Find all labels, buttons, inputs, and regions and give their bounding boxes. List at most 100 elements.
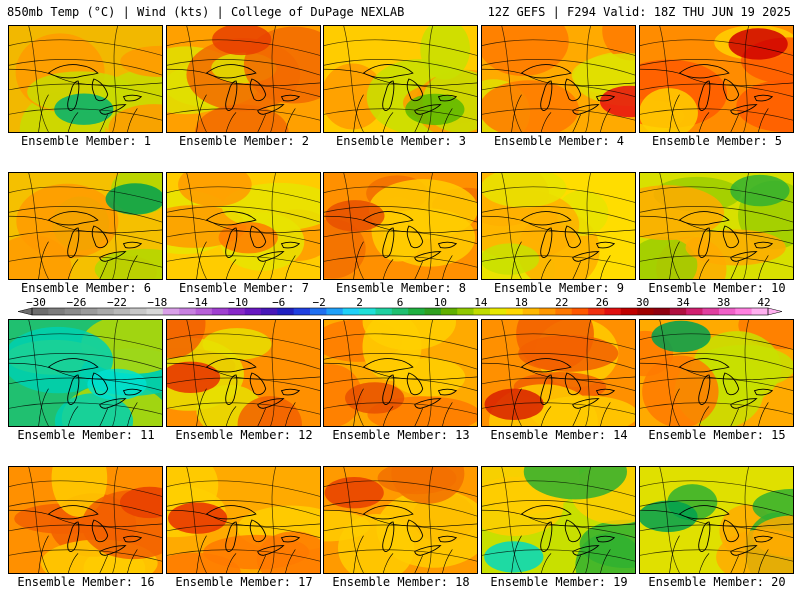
colorbar-swatch bbox=[359, 308, 376, 315]
colorbar-tick-label: −26 bbox=[66, 297, 86, 309]
colorbar-swatch bbox=[228, 308, 245, 315]
ensemble-member-label: Ensemble Member: 7 bbox=[178, 281, 310, 295]
colorbar-swatch bbox=[211, 308, 229, 315]
temperature-field bbox=[324, 26, 477, 132]
colorbar-swatch bbox=[702, 308, 720, 315]
colorbar-swatch bbox=[64, 308, 82, 315]
ensemble-member-map bbox=[8, 172, 163, 280]
colorbar-swatch bbox=[326, 308, 344, 315]
ensemble-member-map bbox=[166, 319, 321, 427]
colorbar-tick-label: 38 bbox=[717, 297, 730, 309]
temperature-field bbox=[640, 320, 793, 426]
ensemble-member-map bbox=[323, 172, 478, 280]
colorbar-swatch bbox=[506, 308, 523, 315]
colorbar-swatch bbox=[440, 308, 458, 315]
colorbar-tick-label: 14 bbox=[474, 297, 488, 309]
colorbar-swatch bbox=[718, 308, 736, 315]
temperature-field bbox=[324, 173, 477, 279]
colorbar-swatch bbox=[310, 308, 327, 315]
ensemble-member-map bbox=[323, 466, 478, 574]
colorbar-swatch bbox=[588, 308, 605, 315]
colorbar-swatch bbox=[489, 308, 507, 315]
colorbar-tick-label: −22 bbox=[107, 297, 127, 309]
colorbar-swatch bbox=[162, 308, 180, 315]
temperature-field bbox=[167, 173, 320, 279]
ensemble-member-map bbox=[481, 319, 636, 427]
colorbar-swatch bbox=[522, 308, 540, 315]
colorbar-tick-label: −6 bbox=[272, 297, 285, 309]
ensemble-member-map bbox=[166, 25, 321, 133]
colorbar-tick-label: −30 bbox=[26, 297, 46, 309]
colorbar-graphic: −30 −26 −22 −18 −14 −10 −6 −2 2 6 10 14 18 22 26 30 34 38… bbox=[17, 297, 783, 316]
colorbar-swatch bbox=[408, 308, 425, 315]
ensemble-member-map bbox=[8, 25, 163, 133]
colorbar-swatch bbox=[113, 308, 131, 315]
ensemble-member-map bbox=[481, 172, 636, 280]
temperature-field bbox=[9, 26, 162, 132]
ensemble-member-label: Ensemble Member: 14 bbox=[490, 428, 628, 442]
colorbar-tick-label: 42 bbox=[757, 297, 770, 309]
ensemble-member-label: Ensemble Member: 2 bbox=[178, 134, 310, 148]
colorbar-tick-label: 6 bbox=[397, 297, 404, 309]
colorbar-tick-label: −10 bbox=[228, 297, 248, 309]
ensemble-member-label: Ensemble Member: 13 bbox=[332, 428, 470, 442]
colorbar-tick-label: 18 bbox=[515, 297, 528, 309]
run-info: 12Z GEFS | F294 Valid: 18Z THU JUN 19 20… bbox=[487, 5, 791, 19]
ensemble-member-label: Ensemble Member: 20 bbox=[648, 575, 786, 589]
colorbar-swatch bbox=[653, 308, 671, 315]
temperature-field bbox=[482, 26, 635, 132]
temperature-field bbox=[640, 173, 793, 279]
colorbar-tick-label: 26 bbox=[596, 297, 609, 309]
temperature-field bbox=[9, 320, 162, 426]
temperature-field bbox=[482, 467, 635, 573]
colorbar-swatch bbox=[195, 308, 213, 315]
colorbar-swatch bbox=[751, 308, 769, 315]
temperature-field bbox=[167, 26, 320, 132]
colorbar-swatch bbox=[97, 308, 115, 315]
colorbar-swatch bbox=[604, 308, 622, 315]
colorbar-swatch bbox=[244, 308, 262, 315]
ensemble-member-map bbox=[166, 172, 321, 280]
colorbar-right-arrow bbox=[767, 307, 783, 316]
ensemble-member-map bbox=[166, 466, 321, 574]
ensemble-member-label: Ensemble Member: 8 bbox=[335, 281, 467, 295]
colorbar-swatch bbox=[391, 308, 409, 315]
colorbar-swatch bbox=[539, 308, 556, 315]
colorbar-left-arrow bbox=[17, 307, 33, 316]
colorbar-swatch bbox=[637, 308, 654, 315]
colorbar-swatch bbox=[48, 308, 66, 315]
colorbar-swatch bbox=[735, 308, 752, 315]
colorbar-swatch bbox=[375, 308, 393, 315]
colorbar-swatch bbox=[260, 308, 278, 315]
colorbar-swatch bbox=[555, 308, 573, 315]
ensemble-member-label: Ensemble Member: 9 bbox=[493, 281, 625, 295]
ensemble-member-label: Ensemble Member: 19 bbox=[490, 575, 628, 589]
temperature-field bbox=[324, 320, 477, 426]
colorbar-swatch bbox=[130, 308, 147, 315]
colorbar-swatch bbox=[277, 308, 294, 315]
ensemble-member-label: Ensemble Member: 6 bbox=[20, 281, 152, 295]
colorbar-swatch bbox=[571, 308, 589, 315]
colorbar-tick-label: −2 bbox=[312, 297, 325, 309]
temperature-field bbox=[167, 467, 320, 573]
colorbar-swatch bbox=[669, 308, 687, 315]
ensemble-member-map bbox=[481, 25, 636, 133]
colorbar-swatch bbox=[457, 308, 474, 315]
ensemble-member-map bbox=[639, 319, 794, 427]
ensemble-member-map bbox=[323, 25, 478, 133]
ensemble-member-label: Ensemble Member: 18 bbox=[332, 575, 470, 589]
ensemble-member-map bbox=[8, 466, 163, 574]
colorbar-tick-label: −18 bbox=[147, 297, 167, 309]
colorbar-swatch bbox=[473, 308, 491, 315]
temperature-field bbox=[9, 467, 162, 573]
colorbar-tick-label: 34 bbox=[676, 297, 690, 309]
colorbar-tick-label: 10 bbox=[434, 297, 447, 309]
ensemble-member-map bbox=[639, 466, 794, 574]
colorbar-swatch bbox=[424, 308, 442, 315]
ensemble-member-map bbox=[8, 319, 163, 427]
ensemble-member-map bbox=[639, 172, 794, 280]
ensemble-member-label: Ensemble Member: 12 bbox=[175, 428, 313, 442]
ensemble-member-label: Ensemble Member: 5 bbox=[651, 134, 783, 148]
colorbar-swatch bbox=[81, 308, 98, 315]
colorbar-swatch bbox=[293, 308, 311, 315]
